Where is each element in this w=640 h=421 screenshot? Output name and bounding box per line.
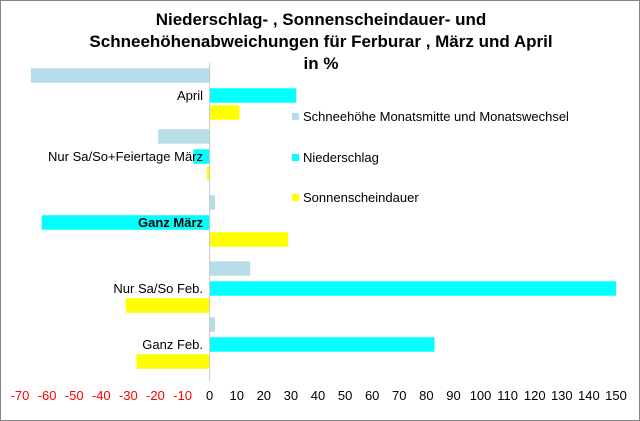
x-tick-label: 10 [229, 388, 243, 403]
x-tick-label: -30 [119, 388, 138, 403]
bar-sunshine-0 [209, 105, 240, 120]
category-label: Ganz März [138, 215, 204, 230]
chart-title: Niederschlag- , Sonnenscheindauer- und S… [21, 9, 621, 75]
x-tick-label: 70 [392, 388, 406, 403]
legend-label-1: Niederschlag [303, 150, 379, 165]
x-tick-label: -60 [38, 388, 57, 403]
bar-sunshine-4 [136, 354, 210, 369]
chart-title-line-3: in % [303, 54, 339, 73]
legend-swatch-2 [292, 194, 299, 201]
bar-precipitation-1 [193, 149, 210, 164]
legend-label-0: Schneehöhe Monatsmitte und Monatswechsel [303, 109, 569, 124]
x-tick-label: 0 [206, 388, 213, 403]
x-tick-label: -10 [173, 388, 192, 403]
x-tick-label: -50 [65, 388, 84, 403]
category-label: Nur Sa/So+Feiertage März [48, 149, 203, 164]
chart-title-line-1: Niederschlag- , Sonnenscheindauer- und [155, 10, 487, 29]
bar-snow-3 [209, 261, 251, 276]
bar-precipitation-2 [41, 215, 210, 230]
bar-precipitation-4 [209, 337, 435, 352]
x-tick-label: 90 [446, 388, 460, 403]
x-tick-label: 30 [284, 388, 298, 403]
bar-sunshine-2 [209, 232, 289, 247]
legend-swatch-0 [292, 113, 299, 120]
x-tick-label: 110 [497, 388, 518, 403]
category-label: Nur Sa/So Feb. [113, 281, 203, 296]
bar-sunshine-1 [206, 166, 210, 181]
x-tick-label: 40 [311, 388, 325, 403]
bar-snow-4 [209, 317, 216, 332]
x-tick-label: 20 [257, 388, 271, 403]
category-label: April [177, 88, 203, 103]
x-tick-label: 80 [419, 388, 433, 403]
x-tick-label: -70 [11, 388, 30, 403]
legend-swatch-1 [292, 154, 299, 161]
bar-snow-0 [30, 68, 210, 83]
bar-precipitation-3 [209, 281, 617, 296]
x-tick-label: 60 [365, 388, 379, 403]
category-label: Ganz Feb. [142, 337, 203, 352]
x-tick-label: 50 [338, 388, 352, 403]
bar-snow-2 [209, 195, 216, 210]
bar-precipitation-0 [209, 88, 297, 103]
x-tick-label: 120 [524, 388, 546, 403]
legend-label-2: Sonnenscheindauer [303, 190, 419, 205]
x-tick-label: 130 [551, 388, 573, 403]
x-tick-label: 150 [605, 388, 627, 403]
x-tick-label: 100 [470, 388, 492, 403]
x-tick-label: 140 [578, 388, 600, 403]
x-tick-label: -40 [92, 388, 111, 403]
bar-snow-1 [158, 129, 210, 144]
chart-title-line-2: Schneehöhenabweichungen für Ferburar , M… [89, 32, 553, 51]
bar-sunshine-3 [125, 298, 210, 313]
x-tick-label: -20 [146, 388, 165, 403]
